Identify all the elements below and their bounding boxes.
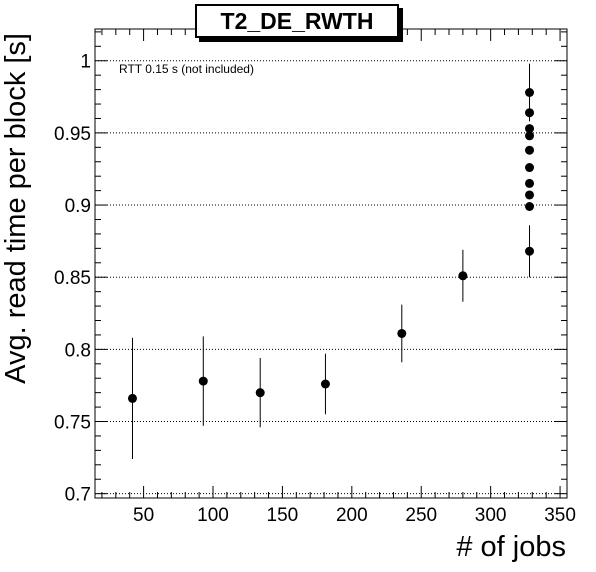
data-point-2 [255,388,265,398]
grid-lines [95,60,567,495]
y-tick-label: 0.75 [54,413,91,434]
data-point-6 [525,246,535,256]
y-tick-label: 0.95 [54,124,91,145]
data-point-5 [458,271,468,281]
x-tick-label: 350 [544,505,576,526]
y-tick-label: 0.7 [65,485,91,506]
data-point-12 [525,131,535,141]
x-tick-label: 150 [267,505,299,526]
data-points [127,87,535,403]
data-point-9 [525,178,535,188]
y-axis-title: Avg. read time per block [s] [0,33,32,384]
data-point-14 [525,108,535,118]
y-tick-label: 0.8 [65,340,91,361]
data-point-11 [525,145,535,155]
x-tick-label: 200 [336,505,368,526]
data-point-4 [397,328,407,338]
x-tick-label: 300 [475,505,507,526]
data-point-15 [525,87,535,97]
data-point-10 [525,163,535,173]
plot-frame [94,28,568,499]
x-tick-label: 100 [197,505,229,526]
y-tick-label: 0.85 [54,268,91,289]
y-tick-label: 1 [80,52,91,73]
chart-title: T2_DE_RWTH [195,4,399,38]
error-bars [131,63,531,460]
x-tick-label: 50 [133,505,154,526]
axis-ticks [95,29,567,498]
x-tick-label: 250 [405,505,437,526]
rtt-annotation: RTT 0.15 s (not included) [119,62,254,76]
data-point-3 [320,379,330,389]
data-point-13 [525,124,535,134]
data-point-1 [198,376,208,386]
y-tick-label: 0.9 [65,196,91,217]
data-point-8 [525,190,535,200]
x-tick-labels: 50 100 150 200 250 300 350 [133,505,576,526]
data-point-0 [127,393,137,403]
data-point-7 [525,201,535,211]
y-tick-labels: 0.7 0.75 0.8 0.85 0.9 0.95 1 [54,52,91,506]
x-axis-title: # of jobs [456,531,566,563]
